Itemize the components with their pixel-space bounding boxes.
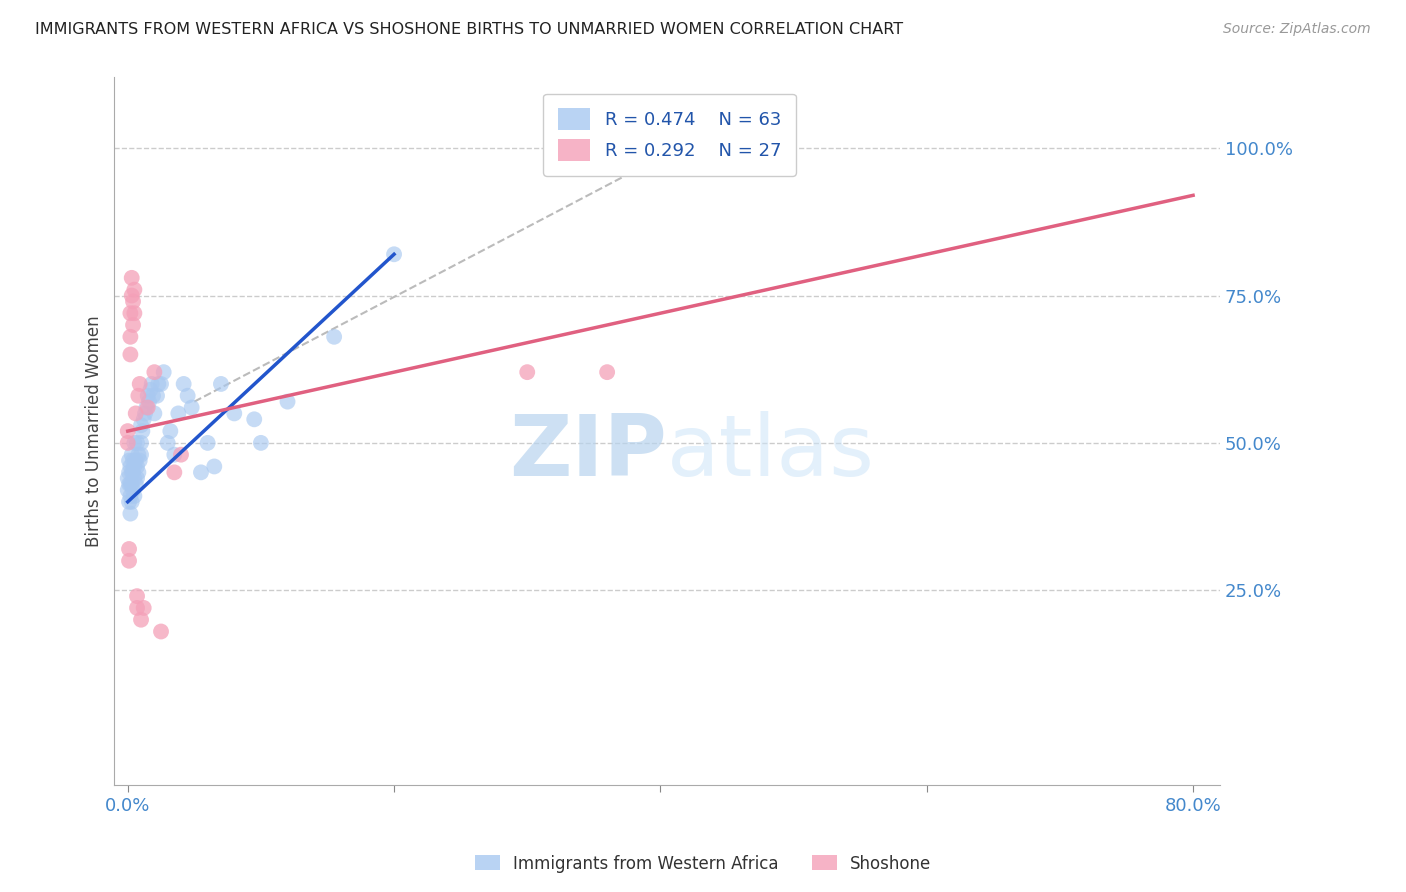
Point (146, 389, 169, 403)
Point (134, 406, 156, 420)
Point (127, 448, 149, 462)
Point (139, 383, 162, 397)
Point (209, 376, 232, 391)
Point (148, 376, 170, 391)
Text: IMMIGRANTS FROM WESTERN AFRICA VS SHOSHONE BIRTHS TO UNMARRIED WOMEN CORRELATION: IMMIGRANTS FROM WESTERN AFRICA VS SHOSHO… (35, 22, 903, 37)
Point (121, 477, 143, 491)
Point (382, 247, 405, 261)
Point (120, 489, 142, 503)
Point (118, 477, 141, 491)
Point (117, 424, 139, 438)
Point (118, 466, 141, 480)
Point (142, 389, 165, 403)
Point (129, 448, 152, 462)
Point (117, 483, 139, 497)
Text: ZIP: ZIP (509, 411, 666, 494)
Point (143, 406, 166, 420)
Point (135, 401, 157, 415)
Point (125, 459, 148, 474)
Point (152, 365, 174, 379)
Point (117, 471, 139, 485)
Point (163, 466, 186, 480)
Point (127, 466, 149, 480)
Point (118, 453, 141, 467)
Point (121, 495, 143, 509)
Point (143, 365, 166, 379)
Point (122, 453, 145, 467)
Point (128, 376, 150, 391)
Text: Source: ZipAtlas.com: Source: ZipAtlas.com (1223, 22, 1371, 37)
Point (243, 412, 266, 426)
Point (250, 436, 273, 450)
Point (150, 624, 173, 639)
Point (132, 412, 155, 426)
Point (124, 459, 146, 474)
Legend: R = 0.474    N = 63, R = 0.292    N = 27: R = 0.474 N = 63, R = 0.292 N = 27 (544, 94, 796, 176)
Point (202, 459, 225, 474)
Point (156, 436, 179, 450)
Point (129, 613, 152, 627)
Point (125, 406, 148, 420)
Point (125, 471, 148, 485)
Point (124, 471, 146, 485)
Legend: Immigrants from Western Africa, Shoshone: Immigrants from Western Africa, Shoshone (468, 848, 938, 880)
Point (128, 453, 150, 467)
Point (125, 589, 148, 603)
Point (323, 330, 346, 344)
Point (180, 401, 202, 415)
Point (136, 401, 159, 415)
Point (120, 459, 142, 474)
Point (136, 389, 159, 403)
Point (122, 483, 145, 497)
Point (277, 394, 299, 409)
Point (122, 466, 145, 480)
Point (125, 477, 148, 491)
Point (129, 418, 152, 433)
Point (167, 406, 190, 420)
Point (125, 436, 148, 450)
Point (197, 436, 219, 450)
Point (124, 306, 146, 320)
Point (150, 376, 173, 391)
Point (125, 601, 148, 615)
Point (127, 389, 149, 403)
Point (120, 477, 142, 491)
Point (120, 507, 142, 521)
Point (159, 424, 181, 438)
Point (596, 365, 619, 379)
Point (131, 424, 153, 438)
Point (117, 436, 139, 450)
Point (121, 466, 143, 480)
Point (122, 294, 145, 309)
Point (173, 376, 195, 391)
Point (120, 306, 142, 320)
Point (122, 318, 145, 332)
Point (224, 406, 246, 420)
Point (118, 541, 141, 556)
Point (124, 436, 146, 450)
Point (138, 394, 160, 409)
Point (132, 601, 155, 615)
Point (121, 270, 143, 285)
Point (120, 330, 142, 344)
Y-axis label: Births to Unmarried Women: Births to Unmarried Women (86, 315, 103, 547)
Point (124, 283, 146, 297)
Point (118, 554, 141, 568)
Point (125, 453, 148, 467)
Point (170, 448, 193, 462)
Point (190, 466, 212, 480)
Point (141, 376, 163, 391)
Point (121, 288, 143, 302)
Point (124, 489, 146, 503)
Point (121, 448, 143, 462)
Point (120, 347, 142, 361)
Point (118, 495, 141, 509)
Point (129, 436, 152, 450)
Point (163, 448, 186, 462)
Text: atlas: atlas (666, 411, 875, 494)
Point (176, 389, 198, 403)
Point (516, 365, 538, 379)
